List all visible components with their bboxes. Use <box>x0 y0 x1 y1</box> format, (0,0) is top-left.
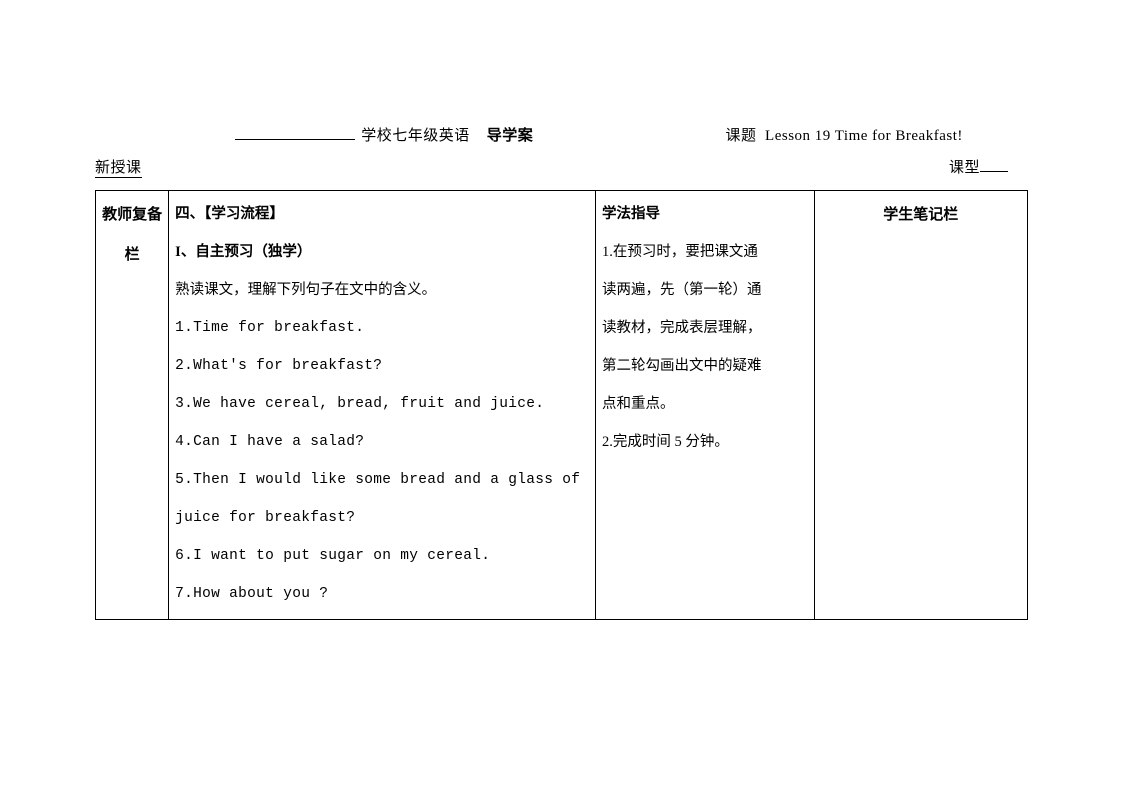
col4-header: 学生笔记栏 <box>821 195 1021 235</box>
flow-intro: 熟读课文，理解下列句子在文中的含义。 <box>175 271 589 309</box>
flow-item: 6.I want to put sugar on my cereal. <box>175 537 589 575</box>
method-line: 第二轮勾画出文中的疑难 <box>602 347 808 385</box>
flow-item: 3.We have cereal, bread, fruit and juice… <box>175 385 589 423</box>
lesson-type-value: 新授课 <box>95 160 142 178</box>
flow-item: 7.How about you ? <box>175 575 589 613</box>
lesson-type-blank <box>980 171 1008 172</box>
lesson-type-label-wrap: 课型 <box>809 152 1008 184</box>
flow-section-title: I、自主预习（独学） <box>175 233 589 271</box>
flow-item: 1.Time for breakfast. <box>175 309 589 347</box>
school-suffix: 学校七年级英语 <box>361 128 470 144</box>
method-line: 读教材，完成表层理解， <box>602 309 808 347</box>
method-line: 读两遍，先（第一轮）通 <box>602 271 808 309</box>
flow-item: 4.Can I have a salad? <box>175 423 589 461</box>
table-row: 教师复备 栏 四、【学习流程】 I、自主预习（独学） 熟读课文，理解下列句子在文… <box>96 191 1028 620</box>
header-line-1: 学校七年级英语 导学案 课题 Lesson 19 Time for Breakf… <box>95 120 1028 152</box>
flow-item: 2.What's for breakfast? <box>175 347 589 385</box>
col1-header-l2: 栏 <box>102 235 162 275</box>
topic-label: 课题 <box>586 120 757 152</box>
col-student-notes: 学生笔记栏 <box>814 191 1027 620</box>
method-title: 学法指导 <box>602 195 808 233</box>
method-line: 2.完成时间 5 分钟。 <box>602 423 808 461</box>
col-method-guide: 学法指导 1.在预习时，要把课文通 读两遍，先（第一轮）通 读教材，完成表层理解… <box>596 191 815 620</box>
col-learning-flow: 四、【学习流程】 I、自主预习（独学） 熟读课文，理解下列句子在文中的含义。 1… <box>169 191 596 620</box>
flow-item: juice for breakfast? <box>175 499 589 537</box>
method-line: 1.在预习时，要把课文通 <box>602 233 808 271</box>
flow-item: 5.Then I would like some bread and a gla… <box>175 461 589 499</box>
method-line: 点和重点。 <box>602 385 808 423</box>
main-table: 教师复备 栏 四、【学习流程】 I、自主预习（独学） 熟读课文，理解下列句子在文… <box>95 190 1028 620</box>
lesson-type-label: 课型 <box>949 160 980 176</box>
school-name-blank <box>235 139 355 140</box>
flow-title: 四、【学习流程】 <box>175 195 589 233</box>
page-container: 学校七年级英语 导学案 课题 Lesson 19 Time for Breakf… <box>0 0 1123 660</box>
col-teacher-notes: 教师复备 栏 <box>96 191 169 620</box>
col1-header-l1: 教师复备 <box>102 195 162 235</box>
document-header: 学校七年级英语 导学案 课题 Lesson 19 Time for Breakf… <box>95 120 1028 184</box>
doc-type: 导学案 <box>487 128 534 144</box>
topic-value: Lesson 19 Time for Breakfast! <box>761 128 963 144</box>
